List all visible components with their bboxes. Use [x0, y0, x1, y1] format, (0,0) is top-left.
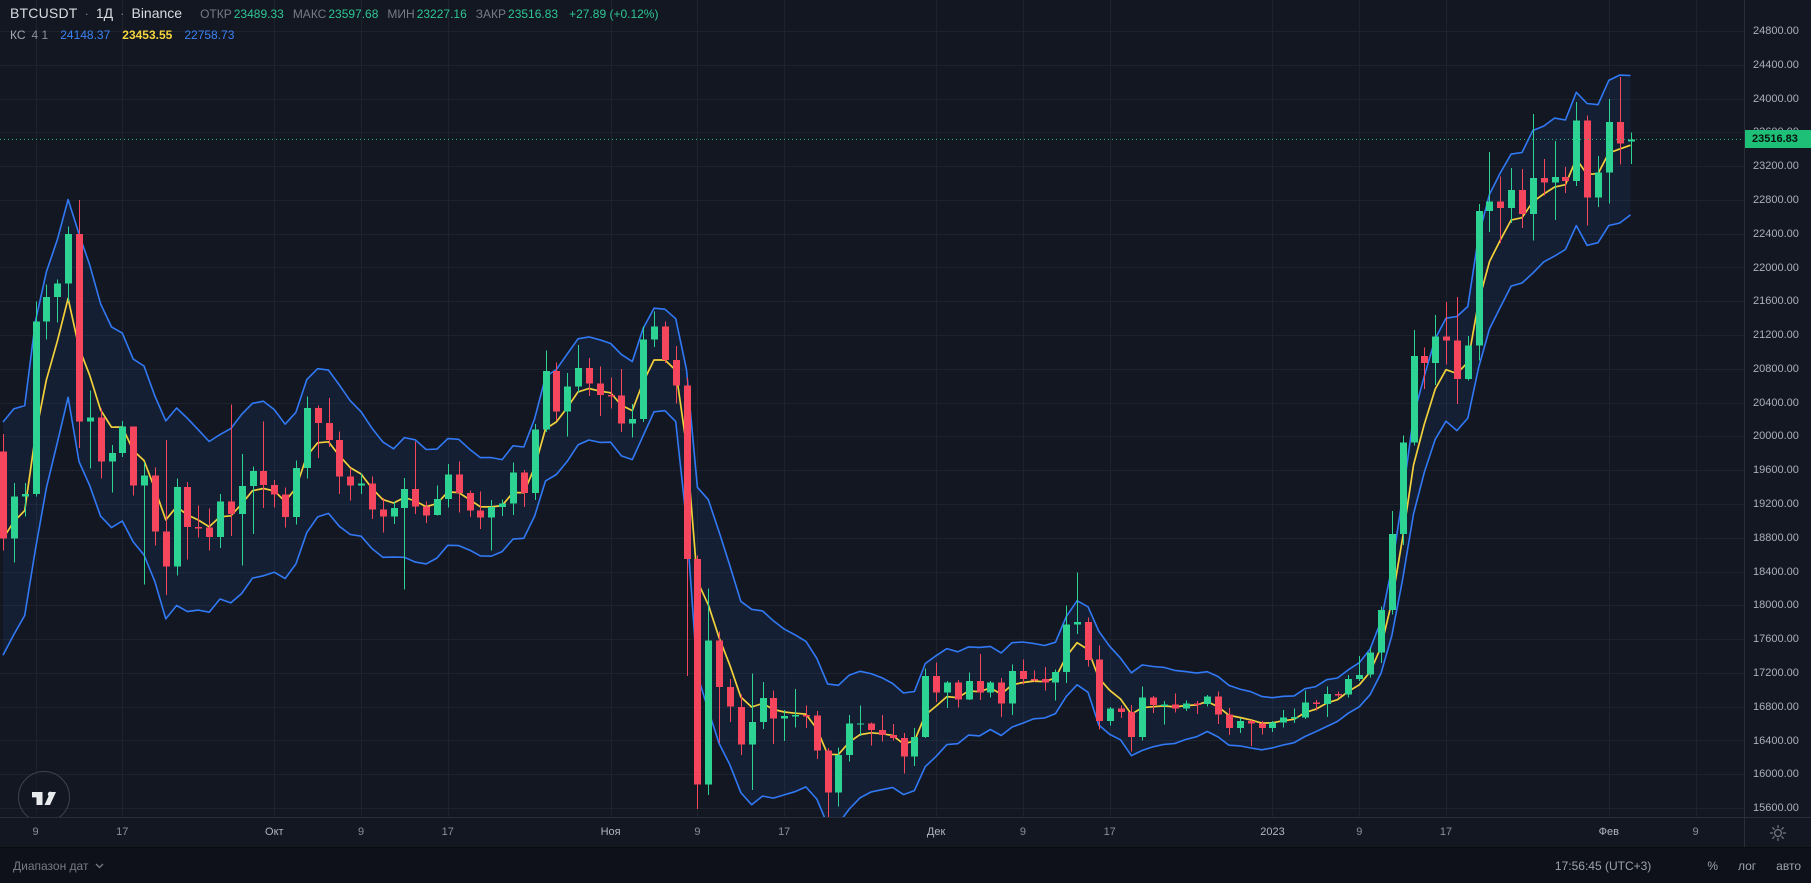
time-axis-label: 17	[1103, 826, 1116, 838]
time-axis-label: Дек	[926, 826, 946, 838]
indicator-name[interactable]: КС	[10, 28, 26, 42]
separator-dot: ·	[84, 6, 89, 21]
last-price-label: 23516.83	[1745, 130, 1811, 148]
indicator-legend-row[interactable]: КС 4 1 24148.37 23453.55 22758.73	[10, 28, 658, 42]
price-axis-label: 16000.00	[1753, 768, 1799, 781]
date-range-button[interactable]: Диапазон дат	[13, 859, 104, 873]
grid-layer	[0, 0, 1744, 817]
keltner-lower-band	[2, 214, 1631, 817]
price-axis-label: 25200.00	[1753, 0, 1799, 3]
time-axis-label: 9	[1692, 826, 1699, 838]
price-axis-label: 21600.00	[1753, 295, 1799, 308]
keltner-lower-value: 22758.73	[184, 28, 235, 42]
price-axis-label: 20800.00	[1753, 362, 1799, 375]
price-axis-label: 15600.00	[1753, 802, 1799, 814]
time-axis[interactable]: 9 17 Окт 9 17 Ноя 9 17 Дек 9 17 2023 9 17 Фев 9	[0, 817, 1744, 848]
price-axis-label: 20400.00	[1753, 396, 1799, 409]
price-axis-label: 18000.00	[1753, 599, 1799, 612]
keltner-upper-value: 24148.37	[60, 28, 111, 42]
indicator-params: 4 1	[31, 28, 49, 42]
price-axis-label: 23200.00	[1753, 160, 1799, 173]
tradingview-logo-icon	[32, 791, 56, 805]
time-axis-label: 9	[694, 826, 701, 838]
price-axis-label: 21200.00	[1753, 329, 1799, 342]
price-axis-label: 18800.00	[1753, 531, 1799, 544]
toolbar-right-group: 17:56:45 (UTC+3) % лог авто	[1555, 859, 1801, 873]
time-axis-label: 17	[778, 826, 791, 838]
price-axis-label: 16800.00	[1753, 700, 1799, 713]
scale-settings-gear-icon[interactable]	[1769, 824, 1787, 842]
interval-label[interactable]: 1Д	[95, 5, 114, 21]
price-chart-canvas[interactable]	[0, 0, 1744, 817]
time-axis-label: 9	[1356, 826, 1363, 838]
high-label: МАКС	[292, 7, 327, 21]
date-range-label: Диапазон дат	[13, 858, 89, 873]
time-axis-label: 9	[358, 826, 365, 838]
price-axis-label: 17200.00	[1753, 666, 1799, 679]
price-axis-label: 22800.00	[1753, 193, 1799, 206]
candles-layer	[0, 77, 1635, 817]
exchange-name[interactable]: Binance	[131, 5, 183, 21]
ohlc-values: ОТКР 23489.33 МАКС 23597.68 МИН 23227.16 ЗА…	[200, 7, 658, 21]
tradingview-logo[interactable]	[18, 771, 70, 823]
symbol-name[interactable]: BTCUSDT	[10, 5, 78, 21]
price-axis-label: 16400.00	[1753, 734, 1799, 747]
separator-dot: ·	[120, 6, 125, 21]
symbol-legend-row[interactable]: BTCUSDT · 1Д · Binance ОТКР 23489.33 МАКС…	[10, 5, 658, 21]
price-axis-label: 19200.00	[1753, 498, 1799, 510]
price-axis-label: 18400.00	[1753, 565, 1799, 578]
change-value: +27.89 (+0.12%)	[569, 7, 659, 21]
percent-scale-button[interactable]: %	[1707, 858, 1718, 873]
keltner-middle-value: 23453.55	[122, 28, 173, 42]
close-value: 23516.83	[508, 7, 559, 21]
price-axis-label: 24800.00	[1753, 25, 1799, 37]
price-axis-label: 19600.00	[1753, 464, 1799, 477]
time-axis-label: Фев	[1598, 826, 1619, 838]
clock[interactable]: 17:56:45 (UTC+3)	[1554, 858, 1652, 873]
price-axis-label: 17600.00	[1753, 633, 1799, 646]
price-axis-label: 20000.00	[1753, 430, 1799, 443]
time-axis-label: 17	[116, 826, 129, 838]
price-axis[interactable]: 15600.00 16000.00 16400.00 16800.00 17200.00…	[1744, 0, 1811, 817]
time-axis-label: Окт	[265, 826, 284, 838]
close-label: ЗАКР	[475, 7, 507, 21]
open-value: 23489.33	[233, 7, 284, 21]
chevron-down-icon	[95, 863, 104, 869]
log-scale-button[interactable]: лог	[1737, 858, 1757, 873]
low-label: МИН	[387, 7, 415, 21]
price-axis-label: 24400.00	[1753, 58, 1799, 71]
price-axis-label: 22400.00	[1753, 227, 1799, 240]
time-axis-label: Ноя	[600, 826, 621, 838]
bottom-toolbar: Диапазон дат 17:56:45 (UTC+3) % лог авто	[0, 847, 1811, 883]
auto-scale-button[interactable]: авто	[1776, 858, 1801, 873]
open-label: ОТКР	[200, 7, 232, 21]
axis-corner	[1744, 817, 1811, 847]
chart-legend: BTCUSDT · 1Д · Binance ОТКР 23489.33 МАКС…	[10, 5, 658, 42]
time-axis-label: 2023	[1260, 826, 1285, 838]
price-axis-label: 24000.00	[1753, 92, 1799, 105]
price-axis-label: 22000.00	[1753, 261, 1799, 274]
time-axis-label: 9	[32, 826, 39, 838]
high-value: 23597.68	[328, 7, 379, 21]
time-axis-label: 17	[1439, 826, 1453, 838]
time-axis-label: 9	[1019, 826, 1026, 838]
time-axis-label: 17	[441, 826, 454, 838]
keltner-channel	[2, 74, 1631, 817]
low-value: 23227.16	[416, 7, 467, 21]
